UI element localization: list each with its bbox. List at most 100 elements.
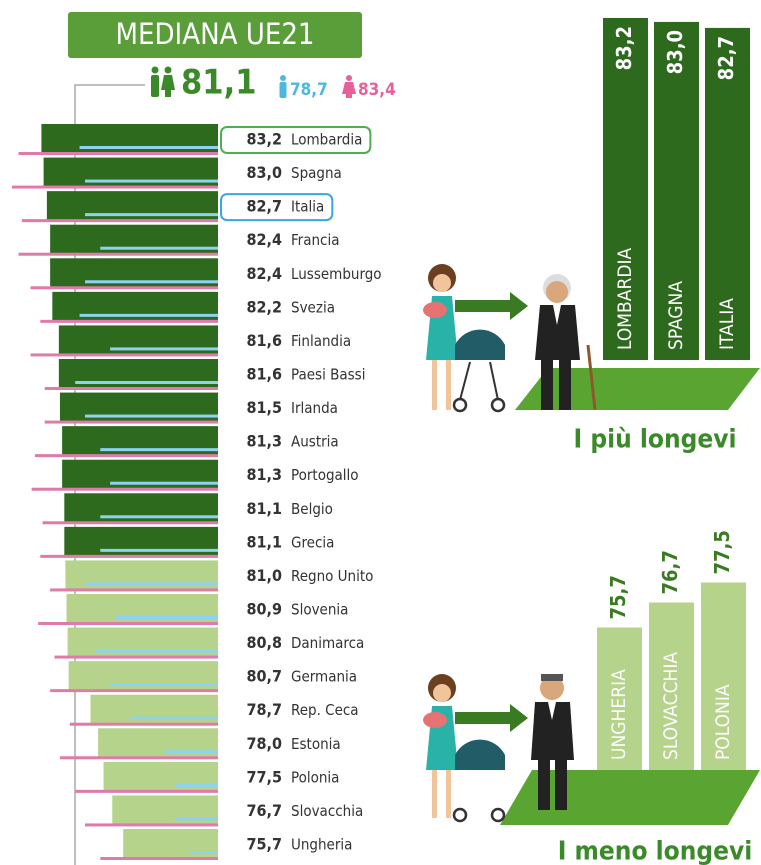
female-line [50,588,218,592]
male-line [175,783,218,787]
value-label: 76,7 [658,550,682,594]
female-line [69,722,218,726]
value-label: 80,9 [246,600,282,619]
bar [123,829,218,859]
highlight-box [220,126,372,154]
value-label: 81,6 [246,331,282,350]
bar [112,795,218,826]
value-label: 81,1 [246,499,282,518]
category-label: Grecia [291,533,334,551]
female-line [40,319,218,323]
category-label: Slovenia [291,601,348,619]
category-label: Danimarca [291,634,364,652]
category-label: Finlandia [291,332,351,350]
mother-with-stroller [423,674,506,823]
category-label: Irlanda [291,399,338,417]
male-line [175,817,218,821]
chart-title: I più longevi [574,425,737,455]
highlight-box [220,193,334,222]
bar [705,27,750,361]
bar [46,191,219,222]
bar [58,359,218,389]
arrow [455,704,528,732]
female-line [18,152,219,155]
value-label: 82,4 [246,230,282,249]
value-label: 75,7 [606,575,630,619]
bar [66,594,219,624]
female-line [38,622,219,625]
category-label: SLOVACCHIA [660,652,682,760]
female-line [11,185,218,189]
category-label: Francia [291,231,339,249]
value-label: 81,6 [246,365,282,384]
category-label: Belgio [291,500,333,518]
value-label: 81,3 [246,465,282,484]
bar [58,325,218,356]
category-label: ITALIA [716,298,738,350]
value-label: 77,5 [710,530,734,574]
value-label: 78,0 [246,734,282,753]
category-label: Lombardia [291,131,362,149]
bar [649,602,694,770]
bar [62,459,218,490]
male-line [100,448,218,452]
category-label: Italia [291,198,324,216]
bar [50,258,218,289]
male-line [79,313,218,317]
female-line [44,387,218,390]
category-label: UNGHERIA [608,669,630,760]
bar [59,392,219,423]
category-label: Austria [291,433,339,451]
male-line [115,616,218,619]
value-label: 82,7 [714,36,738,80]
value-label: 78,7 [246,700,282,719]
bar [701,582,746,770]
bar [50,224,218,255]
bar [68,661,218,692]
male-line [85,414,219,418]
male-line [75,381,219,384]
female-line [18,252,219,256]
male-line [85,280,219,284]
female-line [59,756,219,760]
category-label: Svezia [291,298,335,316]
value-label: 81,1 [246,532,282,551]
bar [43,157,218,188]
category-label: Germania [291,668,357,686]
category-label: Portogallo [291,466,359,484]
platform [515,368,760,410]
female-line [31,487,218,491]
value-label: 81,3 [246,432,282,451]
value-label: 77,5 [246,767,282,786]
bar [90,694,218,725]
bar [64,493,218,524]
male-line [85,582,219,586]
value-label: 75,7 [246,835,282,854]
value-label: 80,7 [246,667,282,686]
male-line [164,750,218,754]
female-line [44,420,218,424]
mother-with-stroller [423,264,506,413]
category-label: Lussemburgo [291,265,382,283]
arrow [455,292,528,320]
bar [41,124,218,154]
bar [98,728,218,759]
category-label: Ungheria [291,836,352,854]
value-label: 83,2 [612,26,636,70]
category-label: Rep. Ceca [291,701,359,719]
value-label: 81,0 [246,566,282,585]
female-line [75,789,219,793]
female-line [40,554,218,558]
female-line [42,521,219,525]
median-male: 78,7 [290,80,328,100]
value-label: 83,0 [663,30,687,74]
male-line [94,649,218,653]
bar [103,761,218,792]
bar [62,426,218,457]
value-label: 76,7 [246,801,282,820]
bar [603,17,648,361]
bar [64,526,218,557]
category-label: LOMBARDIA [614,247,636,350]
value-label: 80,8 [246,633,282,652]
